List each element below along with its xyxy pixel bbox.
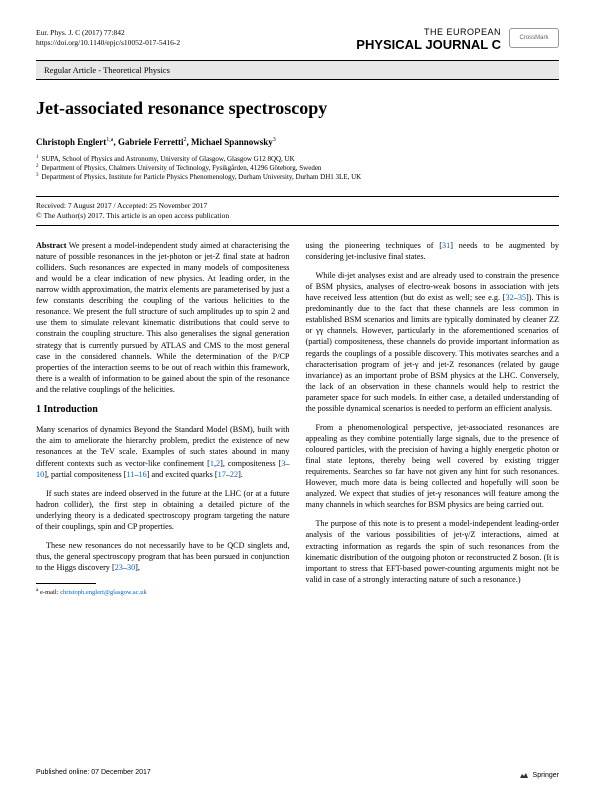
ref-link[interactable]: 32 bbox=[506, 293, 514, 302]
author-2: Gabriele Ferretti bbox=[118, 137, 184, 147]
ref-link[interactable]: 31 bbox=[442, 241, 450, 250]
citation-block: Eur. Phys. J. C (2017) 77:842 https://do… bbox=[36, 28, 180, 48]
intro-p3: These new resonances do not necessarily … bbox=[36, 540, 290, 573]
affiliation-2: Department of Physics, Chalmers Universi… bbox=[42, 164, 322, 173]
dates-block: Received: 7 August 2017 / Accepted: 25 N… bbox=[36, 201, 559, 221]
dates-container: Received: 7 August 2017 / Accepted: 25 N… bbox=[36, 196, 559, 226]
page-header: Eur. Phys. J. C (2017) 77:842 https://do… bbox=[36, 28, 559, 52]
ref-link[interactable]: 10 bbox=[36, 470, 44, 479]
author-1-sup: 1,a bbox=[106, 137, 113, 143]
email-link[interactable]: christoph.englert@glasgow.ac.uk bbox=[60, 589, 147, 596]
crossmark-badge[interactable]: CrossMark bbox=[509, 28, 559, 48]
right-column: using the pioneering techniques of [31] … bbox=[306, 240, 560, 598]
header-right: THE EUROPEAN PHYSICAL JOURNAL C CrossMar… bbox=[356, 28, 559, 52]
ref-link[interactable]: 22 bbox=[230, 470, 238, 479]
doi-text: https://doi.org/10.1140/epjc/s10052-017-… bbox=[36, 38, 180, 48]
publish-date: Published online: 07 December 2017 bbox=[36, 769, 151, 781]
footnote-separator bbox=[36, 583, 96, 584]
springer-horse-icon bbox=[518, 769, 530, 781]
affiliations: 1SUPA, School of Physics and Astronomy, … bbox=[36, 155, 559, 182]
section-1-heading: 1 Introduction bbox=[36, 403, 290, 417]
abstract-label: Abstract bbox=[36, 241, 66, 250]
affiliation-3: Department of Physics, Institute for Par… bbox=[42, 173, 362, 182]
ref-link[interactable]: 30 bbox=[127, 563, 135, 572]
abstract-paragraph: Abstract We present a model-independent … bbox=[36, 240, 290, 395]
ref-link[interactable]: 35 bbox=[518, 293, 526, 302]
publisher-name: Springer bbox=[533, 772, 559, 779]
col2-p3: From a phenomenological perspective, jet… bbox=[306, 422, 560, 511]
citation-text: Eur. Phys. J. C (2017) 77:842 bbox=[36, 28, 180, 38]
col2-p4: The purpose of this note is to present a… bbox=[306, 518, 560, 584]
author-2-sup: 2 bbox=[184, 137, 187, 143]
journal-line2: PHYSICAL JOURNAL C bbox=[356, 38, 501, 52]
abstract-text: We present a model-independent study aim… bbox=[36, 241, 290, 394]
intro-p2: If such states are indeed observed in th… bbox=[36, 488, 290, 532]
article-category: Regular Article - Theoretical Physics bbox=[36, 60, 559, 80]
author-1: Christoph Englert bbox=[36, 137, 106, 147]
ref-link[interactable]: 17 bbox=[218, 470, 226, 479]
col2-p2: While di-jet analyses exist and are alre… bbox=[306, 270, 560, 414]
footnote: a e-mail: christoph.englert@glasgow.ac.u… bbox=[36, 587, 290, 598]
author-3-sup: 3 bbox=[273, 137, 276, 143]
affiliation-1: SUPA, School of Physics and Astronomy, U… bbox=[42, 155, 295, 164]
ref-link[interactable]: 16 bbox=[138, 470, 146, 479]
copyright-line: © The Author(s) 2017. This article is an… bbox=[36, 211, 559, 221]
ref-link[interactable]: 23 bbox=[115, 563, 123, 572]
author-list: Christoph Englert1,a, Gabriele Ferretti2… bbox=[36, 137, 559, 147]
received-accepted: Received: 7 August 2017 / Accepted: 25 N… bbox=[36, 201, 559, 211]
publisher-logo: Springer bbox=[518, 769, 559, 781]
col2-p1: using the pioneering techniques of [31] … bbox=[306, 240, 560, 262]
intro-p1: Many scenarios of dynamics Beyond the St… bbox=[36, 424, 290, 479]
crossmark-label: CrossMark bbox=[519, 35, 548, 41]
article-title: Jet-associated resonance spectroscopy bbox=[36, 98, 559, 119]
page-footer: Published online: 07 December 2017 Sprin… bbox=[36, 769, 559, 781]
footnote-prefix: e-mail: bbox=[38, 589, 60, 596]
author-3: Michael Spannowsky bbox=[191, 137, 273, 147]
journal-logo: THE EUROPEAN PHYSICAL JOURNAL C bbox=[356, 28, 501, 52]
two-column-body: Abstract We present a model-independent … bbox=[36, 240, 559, 598]
left-column: Abstract We present a model-independent … bbox=[36, 240, 290, 598]
